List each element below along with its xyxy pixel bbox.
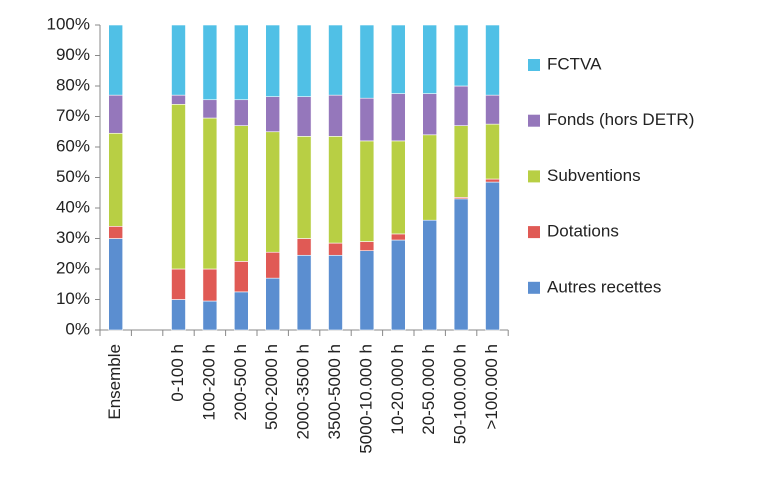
y-tick-label: 20% [56,258,90,277]
bar-segment [422,134,438,221]
x-tick-label: 2000-3500 h [294,344,313,439]
legend-label: FCTVA [547,54,602,73]
bar-segment [359,250,375,331]
bar-segment [422,219,438,331]
bar-segment [171,94,186,105]
bar-segment [202,268,218,302]
bar-segment [485,94,500,125]
bar-segment [359,97,375,142]
y-tick-label: 80% [56,75,90,94]
bar-segment [234,125,249,262]
y-tick-label: 70% [56,106,90,125]
legend-label: Dotations [547,222,619,241]
legend-swatch [528,281,540,294]
bar-segment [108,226,123,239]
bar-segment [108,132,123,227]
bar-segment [390,93,406,142]
x-tick-label: 20-50.000 h [419,344,438,435]
bar-segment [202,300,218,331]
bar-segment [171,299,186,331]
legend-label: Subventions [547,166,641,185]
legend-label: Fonds (hors DETR) [547,110,694,129]
bar-segment [171,104,186,270]
x-tick-label: 200-500 h [231,344,250,421]
bar-segment [390,239,406,331]
bar-segment [234,261,249,293]
bar-segment [485,24,500,96]
bar-segment [453,125,469,198]
x-tick-label: Ensemble [105,344,124,420]
x-tick-label: 100-200 h [199,344,218,421]
bar-segment [202,99,218,119]
x-tick-label: 500-2000 h [262,344,281,430]
y-tick-label: 40% [56,197,90,216]
bar-segment [108,24,123,96]
bar-segment [453,24,469,87]
bar-segment [265,277,281,331]
legend-swatch [528,114,540,127]
bar-segment [422,93,438,136]
bar-segment [296,96,312,137]
bar-segment [328,254,343,331]
bar-segment [328,136,343,244]
legend-swatch [528,226,540,239]
bar-segment [296,238,312,256]
bar-segment [108,94,123,134]
bar-segment [171,24,186,96]
bar-segment [265,96,281,133]
bar-segment [422,24,438,94]
y-tick-label: 50% [56,167,90,186]
bar-segment [359,140,375,242]
y-tick-label: 60% [56,136,90,155]
x-tick-label: 3500-5000 h [325,344,344,439]
y-tick-label: 100% [47,14,90,33]
bar-segment [296,254,312,331]
y-tick-label: 90% [56,45,90,64]
bar-segment [390,233,406,241]
legend-label: Autres recettes [547,277,661,296]
bar-segment [453,198,469,331]
x-tick-label: 0-100 h [168,344,187,402]
bar-segment [485,181,500,331]
bar-segment [202,24,218,101]
bar-segment [485,123,500,180]
y-tick-label: 10% [56,289,90,308]
x-tick-label: 10-20.000 h [388,344,407,435]
bar-segment [390,24,406,94]
bar-segment [265,24,281,97]
bar-segment [328,242,343,256]
x-tick-label: >100.000 h [482,344,501,430]
bar-segment [328,94,343,137]
bar-segment [202,117,218,270]
bar-segment [453,85,469,126]
legend-swatch [528,170,540,183]
bar-segment [234,24,249,101]
bar-segment [234,99,249,126]
bar-segment [390,140,406,235]
bar-segment [359,241,375,252]
bar-segment [296,24,312,97]
y-tick-label: 30% [56,228,90,247]
bar-segment [265,131,281,253]
y-tick-label: 0% [65,319,90,338]
legend-swatch [528,59,540,71]
bar-segment [265,251,281,279]
bar-segment [485,178,500,183]
bar-segment [359,24,375,99]
bar-segment [171,268,186,300]
bar-segment [234,291,249,331]
bar-segment [328,24,343,96]
bar-segment [296,136,312,239]
x-tick-label: 50-100.000 h [451,344,470,444]
bar-segment [108,238,123,331]
x-tick-label: 5000-10.000 h [356,344,375,454]
